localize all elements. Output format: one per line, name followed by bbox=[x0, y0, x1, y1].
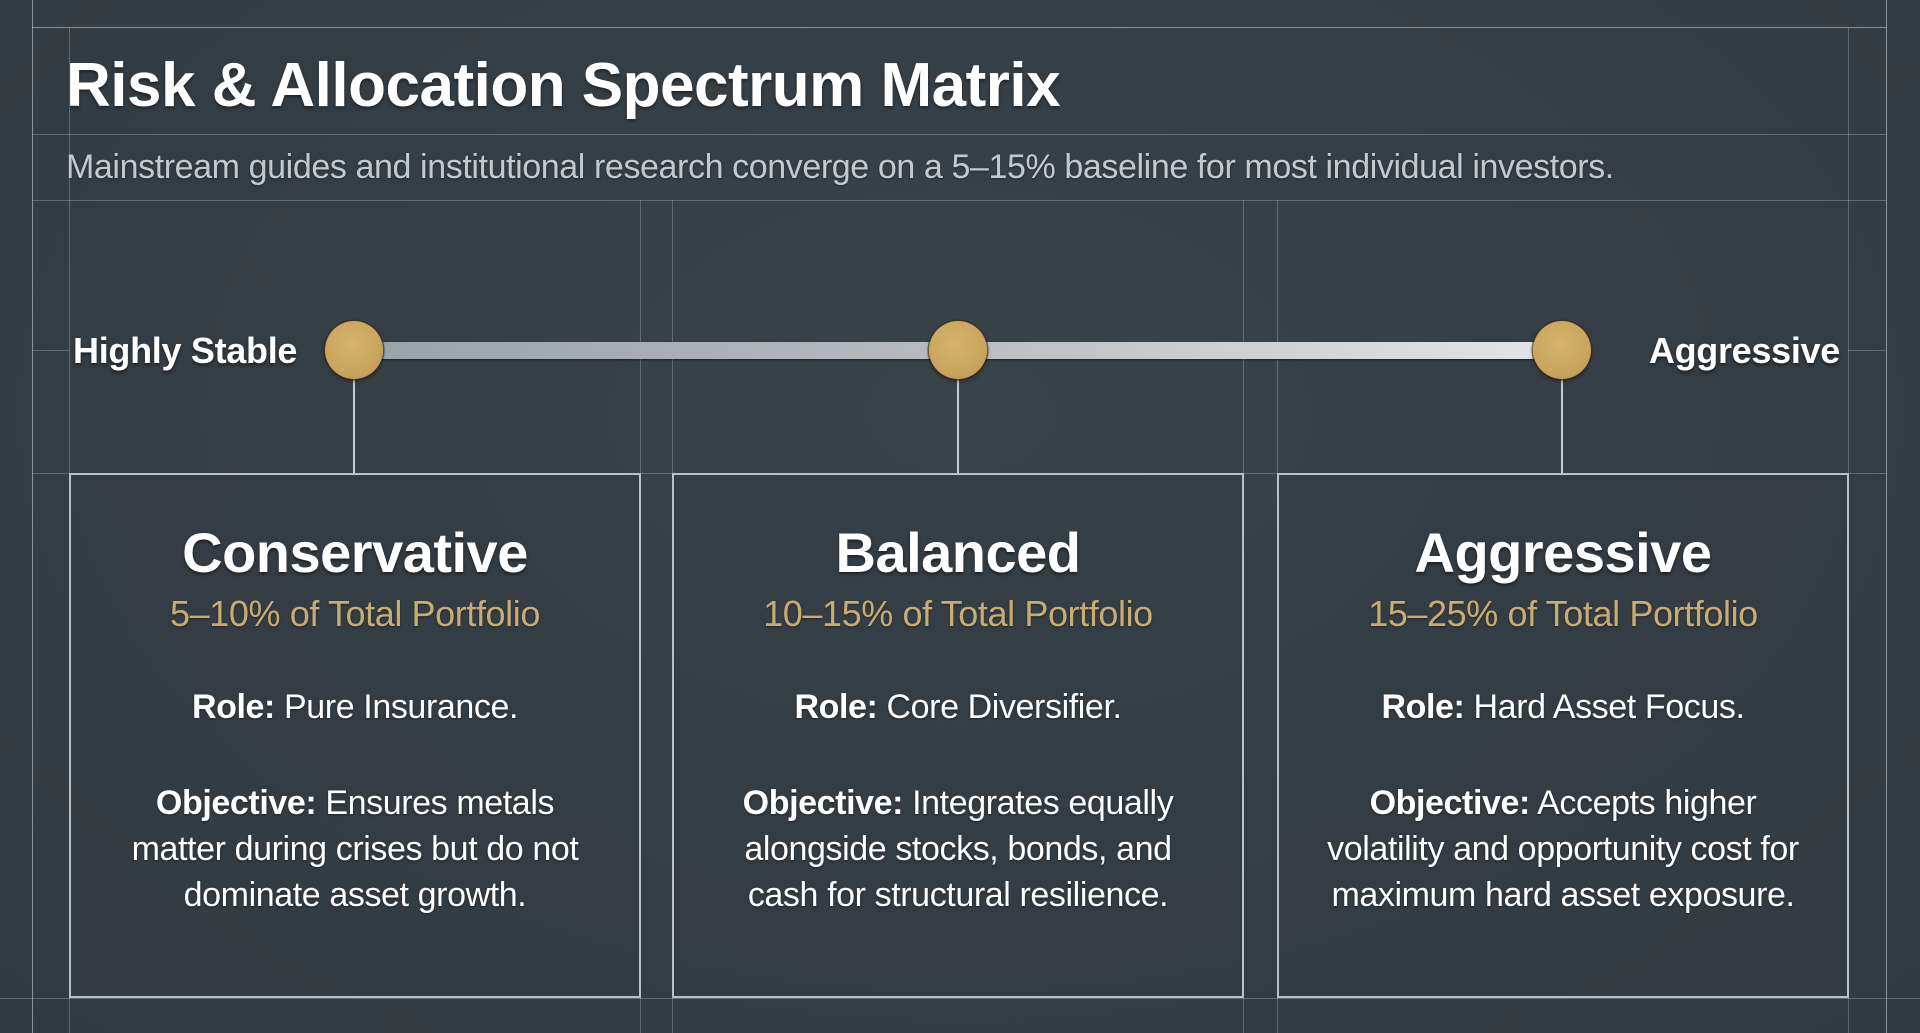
objective-value: Integrates equally alongside stocks, bon… bbox=[744, 784, 1174, 915]
card-title: Conservative bbox=[182, 521, 528, 584]
grid-line bbox=[1886, 0, 1887, 1033]
grid-line bbox=[32, 134, 1887, 135]
page-title: Risk & Allocation Spectrum Matrix bbox=[66, 51, 1061, 120]
grid-line bbox=[32, 27, 1887, 28]
role-value: Core Diversifier. bbox=[886, 688, 1122, 727]
card-allocation-range: 5–10% of Total Portfolio bbox=[170, 593, 540, 635]
card-role: Role: Hard Asset Focus. bbox=[1279, 687, 1847, 728]
grid-line bbox=[32, 350, 69, 351]
connector-line-conservative bbox=[353, 379, 355, 473]
card-role: Role: Pure Insurance. bbox=[71, 687, 639, 728]
card-objective: Objective: Ensures metals matter during … bbox=[125, 780, 585, 918]
card-role: Role: Core Diversifier. bbox=[674, 687, 1242, 728]
spectrum-left-label: Highly Stable bbox=[73, 330, 298, 371]
card-title: Balanced bbox=[835, 521, 1082, 584]
connector-line-aggressive bbox=[1561, 379, 1563, 473]
spectrum-marker-balanced bbox=[929, 321, 987, 379]
card-objective: Objective: Accepts higher volatility and… bbox=[1313, 780, 1813, 918]
card-allocation-range: 15–25% of Total Portfolio bbox=[1368, 593, 1758, 635]
spectrum-marker-conservative bbox=[325, 321, 383, 379]
objective-value: Ensures metals matter during crises but … bbox=[131, 784, 579, 915]
objective-label: Objective: bbox=[1369, 784, 1531, 823]
role-value: Hard Asset Focus. bbox=[1473, 688, 1745, 727]
card-objective: Objective: Integrates equally alongside … bbox=[708, 780, 1208, 918]
objective-label: Objective: bbox=[742, 784, 904, 823]
spectrum-marker-aggressive bbox=[1533, 321, 1591, 379]
page-subtitle: Mainstream guides and institutional rese… bbox=[66, 148, 1614, 186]
objective-label: Objective: bbox=[155, 784, 317, 823]
grid-line bbox=[32, 0, 33, 1033]
grid-line bbox=[1848, 350, 1886, 351]
objective-value: Accepts higher volatility and opportunit… bbox=[1327, 784, 1799, 915]
grid-line bbox=[32, 200, 1887, 201]
card-allocation-range: 10–15% of Total Portfolio bbox=[763, 593, 1153, 635]
spectrum-right-label: Aggressive bbox=[1648, 330, 1840, 371]
role-label: Role: bbox=[794, 688, 878, 727]
grid-line bbox=[0, 998, 1920, 999]
allocation-card-aggressive: Aggressive 15–25% of Total Portfolio Rol… bbox=[1277, 473, 1849, 998]
allocation-card-conservative: Conservative 5–10% of Total Portfolio Ro… bbox=[69, 473, 641, 998]
role-value: Pure Insurance. bbox=[284, 688, 519, 727]
connector-line-balanced bbox=[957, 379, 959, 473]
role-label: Role: bbox=[191, 688, 275, 727]
role-label: Role: bbox=[1381, 688, 1465, 727]
allocation-card-balanced: Balanced 10–15% of Total Portfolio Role:… bbox=[672, 473, 1244, 998]
card-title: Aggressive bbox=[1414, 521, 1712, 584]
